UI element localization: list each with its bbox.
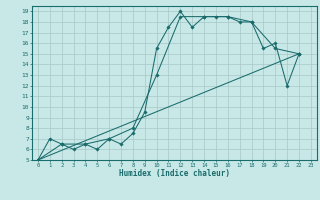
- X-axis label: Humidex (Indice chaleur): Humidex (Indice chaleur): [119, 169, 230, 178]
